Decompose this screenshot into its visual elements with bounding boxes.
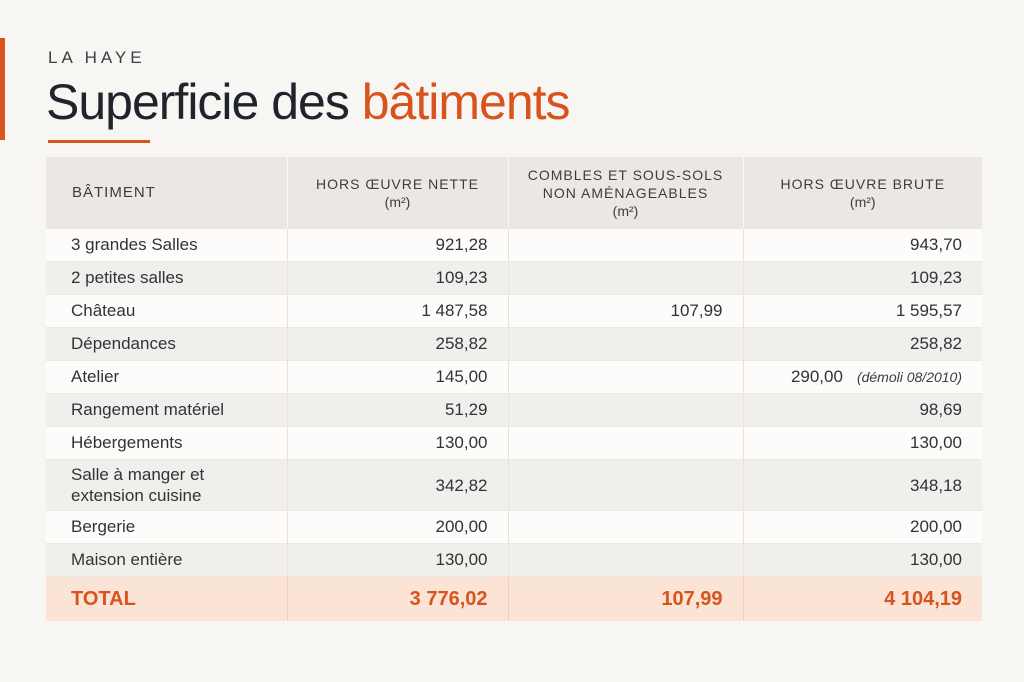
building-name: 3 grandes Salles xyxy=(46,229,288,262)
hob-value: 98,69 xyxy=(743,393,982,427)
combles-value xyxy=(508,229,744,262)
hon-value: 145,00 xyxy=(287,360,509,394)
table-row: Atelier 145,00 290,00 (démoli 08/2010) xyxy=(46,360,982,394)
hob-value: 1 595,57 xyxy=(743,294,982,328)
table-row: Rangement matériel 51,29 98,69 xyxy=(46,393,982,427)
table-row: 3 grandes Salles 921,28 943,70 xyxy=(46,229,982,262)
col-header-hon: HORS ŒUVRE NETTE (m²) xyxy=(287,157,509,229)
total-combles: 107,99 xyxy=(508,576,744,621)
hob-value: 130,00 xyxy=(743,543,982,577)
combles-value xyxy=(508,393,744,427)
hon-value: 130,00 xyxy=(287,426,509,460)
hob-value: 258,82 xyxy=(743,327,982,361)
hob-value: 130,00 xyxy=(743,426,982,460)
table-row: Hébergements 130,00 130,00 xyxy=(46,426,982,460)
hon-value: 51,29 xyxy=(287,393,509,427)
combles-value xyxy=(508,360,744,394)
col-header-combles: COMBLES ET SOUS-SOLS NON AMÉNAGEABLES (m²… xyxy=(508,157,744,229)
title-underline xyxy=(48,140,150,143)
combles-value xyxy=(508,261,744,295)
hon-value: 109,23 xyxy=(287,261,509,295)
hob-value: 290,00 (démoli 08/2010) xyxy=(743,360,982,394)
table-row: Château 1 487,58 107,99 1 595,57 xyxy=(46,294,982,328)
hon-value: 200,00 xyxy=(287,510,509,544)
total-label: TOTAL xyxy=(46,576,288,621)
building-name: Bergerie xyxy=(46,510,288,544)
hon-value: 258,82 xyxy=(287,327,509,361)
title-main: Superficie des xyxy=(46,74,362,130)
building-name: Maison entière xyxy=(46,543,288,577)
combles-value xyxy=(508,543,744,577)
table-header-row: BÂTIMENT HORS ŒUVRE NETTE (m²) COMBLES ET… xyxy=(46,157,982,229)
hon-value: 130,00 xyxy=(287,543,509,577)
table-row: Salle à manger et extension cuisine 342,8… xyxy=(46,459,982,511)
hon-value: 342,82 xyxy=(287,459,509,511)
building-name: Château xyxy=(46,294,288,328)
accent-bar xyxy=(0,38,5,140)
total-hon: 3 776,02 xyxy=(287,576,509,621)
building-name: Hébergements xyxy=(46,426,288,460)
hon-value: 921,28 xyxy=(287,229,509,262)
building-name: Salle à manger et extension cuisine xyxy=(46,459,288,511)
hob-value: 348,18 xyxy=(743,459,982,511)
combles-value: 107,99 xyxy=(508,294,744,328)
title-accent: bâtiments xyxy=(361,74,571,130)
combles-value xyxy=(508,426,744,460)
hob-value: 943,70 xyxy=(743,229,982,262)
table-row: Dépendances 258,82 258,82 xyxy=(46,327,982,361)
total-hob: 4 104,19 xyxy=(743,576,982,621)
building-name: Atelier xyxy=(46,360,288,394)
building-name: Rangement matériel xyxy=(46,393,288,427)
combles-value xyxy=(508,327,744,361)
building-name: Dépendances xyxy=(46,327,288,361)
hon-value: 1 487,58 xyxy=(287,294,509,328)
demolition-note: (démoli 08/2010) xyxy=(856,369,962,385)
page-subtitle: LA HAYE xyxy=(48,48,146,67)
total-row: TOTAL 3 776,02 107,99 4 104,19 xyxy=(46,576,982,621)
table-row: Maison entière 130,00 130,00 xyxy=(46,543,982,577)
hob-value: 200,00 xyxy=(743,510,982,544)
combles-value xyxy=(508,459,744,511)
buildings-table: BÂTIMENT HORS ŒUVRE NETTE (m²) COMBLES ET… xyxy=(46,157,982,621)
col-header-building: BÂTIMENT xyxy=(46,157,288,229)
hob-value: 109,23 xyxy=(743,261,982,295)
table-row: Bergerie 200,00 200,00 xyxy=(46,510,982,544)
table-row: 2 petites salles 109,23 109,23 xyxy=(46,261,982,295)
page-title: Superficie des bâtiments xyxy=(46,70,571,134)
col-header-hob: HORS ŒUVRE BRUTE (m²) xyxy=(743,157,982,229)
combles-value xyxy=(508,510,744,544)
building-name: 2 petites salles xyxy=(46,261,288,295)
